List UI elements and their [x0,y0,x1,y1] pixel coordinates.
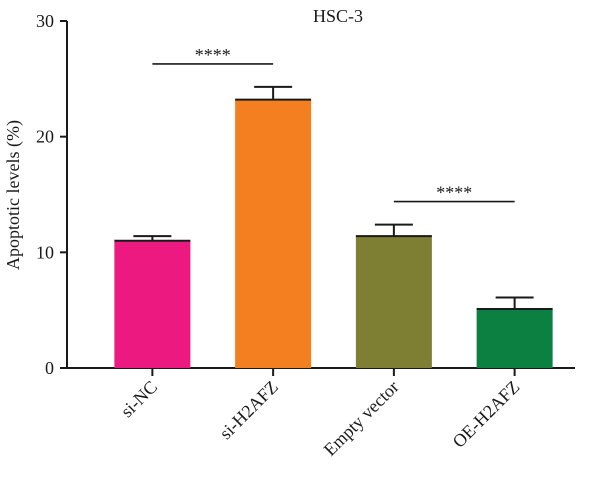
significance-label: **** [436,183,472,203]
bar [355,236,432,368]
significance-label: **** [195,45,231,65]
bar [476,309,553,368]
x-tick-label: si-H2AFZ [215,377,281,443]
y-tick-label: 30 [36,11,54,31]
y-tick-label: 0 [45,358,54,378]
y-tick-label: 20 [36,127,54,147]
y-tick-label: 10 [36,242,54,262]
bar [114,240,191,368]
x-tick-label: si-NC [117,377,162,422]
y-axis-label: Apoptotic levels (%) [3,120,24,270]
x-tick-label: OE-H2AFZ [449,377,524,452]
bar [235,99,312,369]
plot-area: 0 10 20 30 si-NC si-H2AFZ Empty vector OE-H2AFZ… [36,11,575,460]
chart-title: HSC-3 [313,6,363,26]
x-tick-label: Empty vector [320,377,403,460]
